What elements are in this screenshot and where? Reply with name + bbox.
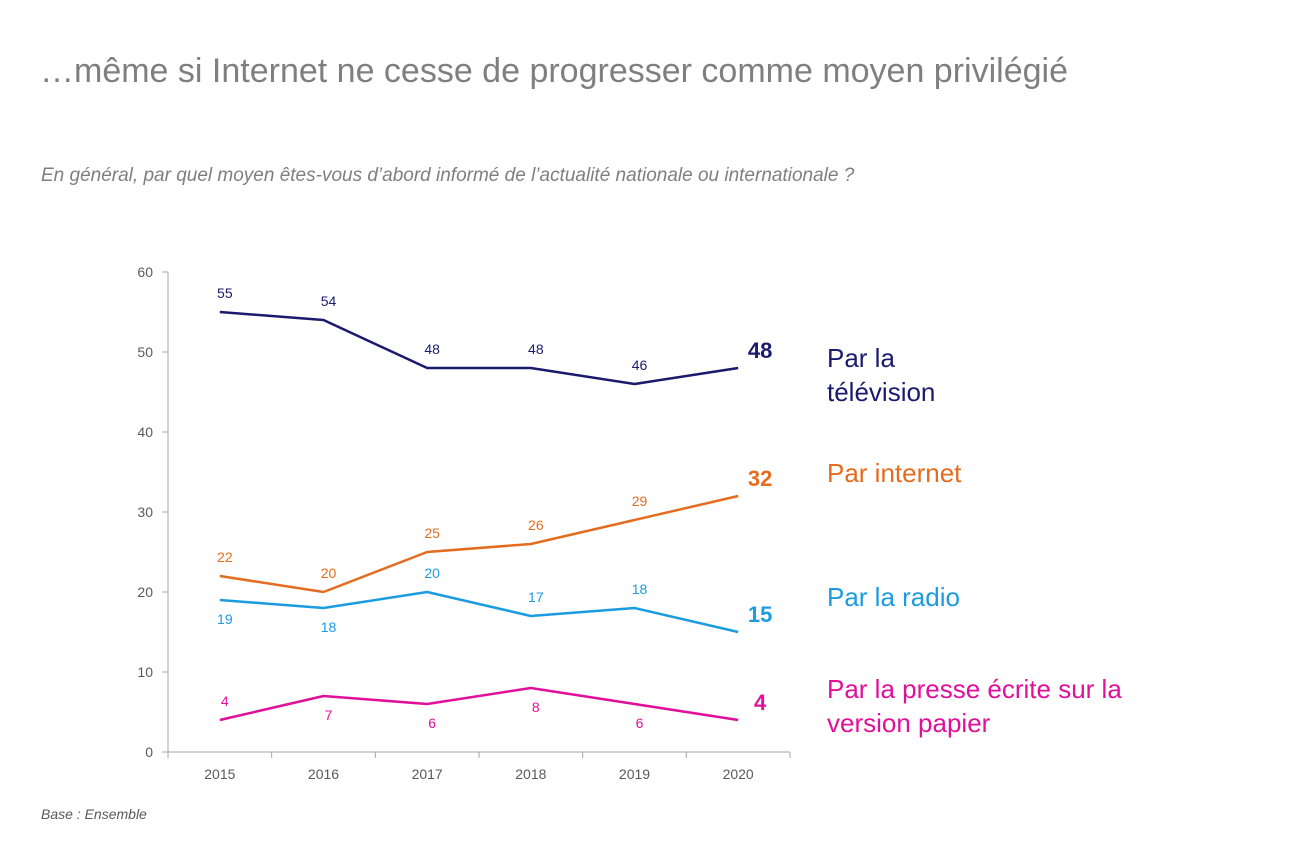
x-tick-label: 2015 <box>204 766 235 782</box>
data-label-tv: 54 <box>321 293 337 309</box>
x-tick-label: 2018 <box>515 766 546 782</box>
x-tick-label: 2017 <box>412 766 443 782</box>
y-tick-label: 60 <box>137 264 153 280</box>
data-label-internet-final: 32 <box>748 466 772 491</box>
legend-label-radio: Par la radio <box>827 582 960 612</box>
data-label-radio: 18 <box>321 619 337 635</box>
data-label-radio: 18 <box>632 581 648 597</box>
x-tick-label: 2020 <box>723 766 754 782</box>
data-label-tv: 55 <box>217 285 233 301</box>
x-tick-label: 2019 <box>619 766 650 782</box>
source-note: Base : Ensemble <box>41 806 147 822</box>
data-label-radio: 20 <box>424 565 440 581</box>
series-line-presse <box>219 686 739 722</box>
data-label-radio: 17 <box>528 589 544 605</box>
data-label-presse: 6 <box>428 715 436 731</box>
data-label-tv-final: 48 <box>748 338 772 363</box>
chart-question: En général, par quel moyen êtes-vous d’a… <box>41 165 855 186</box>
y-tick-label: 0 <box>145 744 153 760</box>
data-label-presse: 8 <box>532 699 540 715</box>
data-label-presse: 4 <box>221 693 229 709</box>
series-line-tv <box>219 310 739 386</box>
page-title: …même si Internet ne cesse de progresser… <box>40 52 1068 90</box>
data-label-presse-final: 4 <box>754 690 767 715</box>
y-tick-label: 50 <box>137 344 153 360</box>
y-tick-label: 20 <box>137 584 153 600</box>
data-label-internet: 25 <box>424 525 440 541</box>
y-tick-label: 30 <box>137 504 153 520</box>
legend-label-tv: Par la télévision <box>827 343 936 407</box>
series-line-radio <box>219 590 739 634</box>
series-line-internet <box>219 494 739 594</box>
data-label-internet: 26 <box>528 517 544 533</box>
data-label-tv: 46 <box>632 357 648 373</box>
data-label-presse: 6 <box>636 715 644 731</box>
data-label-presse: 7 <box>325 707 333 723</box>
legend-label-internet: Par internet <box>827 458 962 488</box>
data-label-internet: 20 <box>321 565 337 581</box>
y-tick-label: 40 <box>137 424 153 440</box>
x-tick-label: 2016 <box>308 766 339 782</box>
data-label-tv: 48 <box>528 341 544 357</box>
data-label-internet: 29 <box>632 493 648 509</box>
data-label-radio-final: 15 <box>748 602 772 627</box>
data-label-tv: 48 <box>424 341 440 357</box>
y-tick-label: 10 <box>137 664 153 680</box>
legend-label-presse: Par la presse écrite sur la version papi… <box>827 674 1122 738</box>
data-label-internet: 22 <box>217 549 233 565</box>
data-label-radio: 19 <box>217 611 233 627</box>
